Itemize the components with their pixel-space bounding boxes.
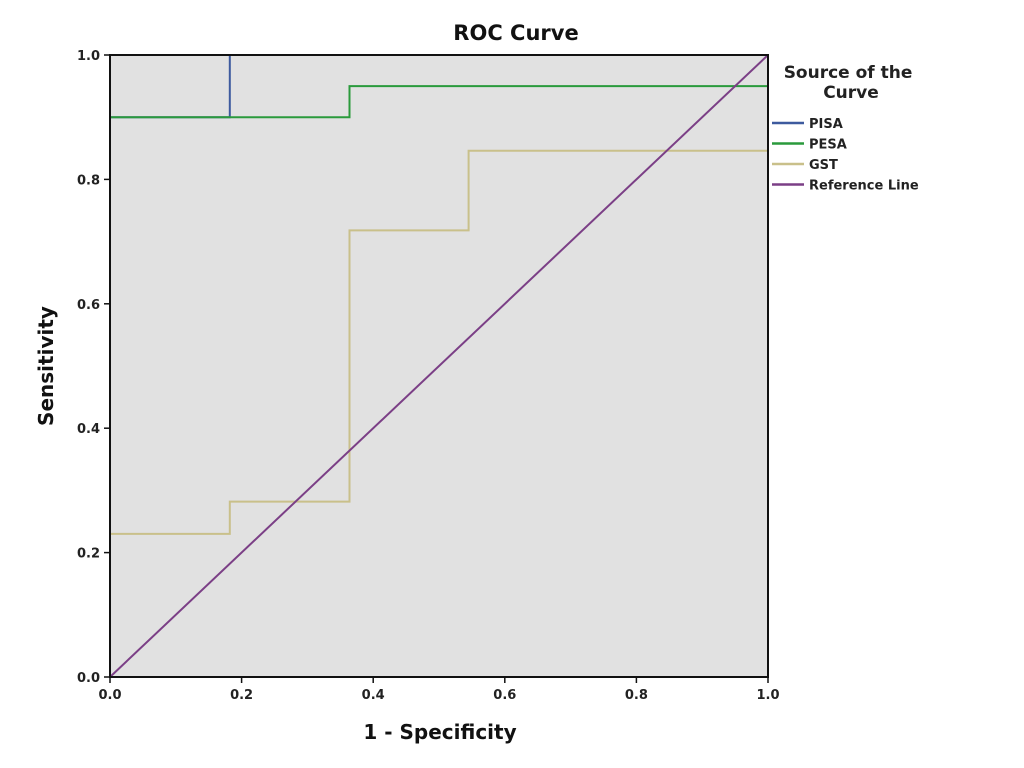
legend-label: PESA	[809, 138, 847, 153]
y-axis-label: Sensitivity	[34, 306, 58, 426]
y-tick-label: 0.4	[77, 422, 100, 437]
y-tick-label: 0.8	[77, 173, 100, 188]
legend-label: GST	[809, 158, 838, 173]
x-tick-label: 0.8	[625, 688, 648, 703]
y-tick-label: 0.0	[77, 671, 100, 686]
legend-title-line-2: Curve	[823, 83, 879, 103]
x-tick-label: 0.0	[98, 688, 121, 703]
legend-label: PISA	[809, 117, 843, 132]
y-tick-label: 0.2	[77, 547, 100, 562]
legend-label: Reference Line	[809, 179, 919, 194]
x-axis-ticks: 0.0 0.2 0.4 0.6 0.8 1.0	[98, 677, 780, 703]
legend: Source of the Curve PISA PESA GST Reference…	[772, 63, 919, 194]
legend-title-line-1: Source of the	[784, 63, 913, 83]
chart-title: ROC Curve	[453, 21, 578, 45]
x-tick-label: 0.2	[230, 688, 253, 703]
x-tick-label: 0.6	[493, 688, 516, 703]
y-axis-ticks: 0.0 0.2 0.4 0.6 0.8 1.0	[77, 49, 110, 686]
y-tick-label: 1.0	[77, 49, 100, 64]
x-tick-label: 0.4	[362, 688, 385, 703]
series-line-gst	[110, 149, 768, 535]
y-tick-label: 0.6	[77, 298, 100, 313]
x-tick-label: 1.0	[756, 688, 779, 703]
plot-frame	[109, 54, 769, 678]
legend-title: Source of the Curve	[784, 63, 919, 103]
legend-items: PISA PESA GST Reference Line	[772, 117, 919, 194]
series-line-reference-line	[109, 54, 769, 678]
x-axis-label: 1 - Specificity	[363, 720, 516, 744]
